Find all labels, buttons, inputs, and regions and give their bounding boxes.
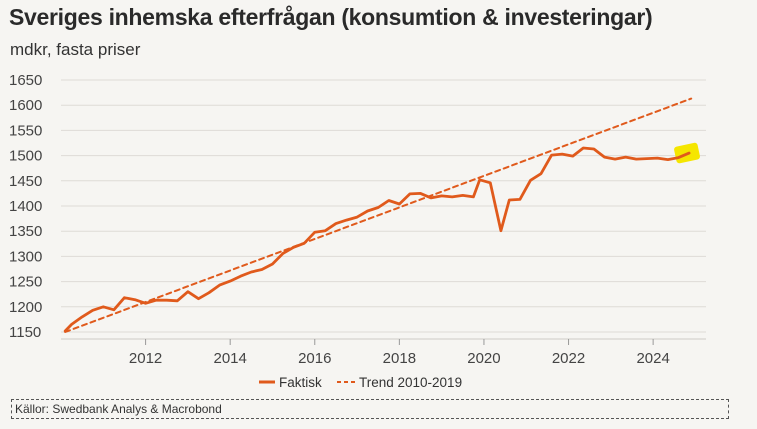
y-tick-label: 1200 [9,299,42,316]
x-tick-label: 2012 [129,350,162,367]
legend-label-trend: Trend 2010-2019 [359,375,462,390]
x-tick-label: 2020 [467,350,500,367]
legend-label-faktisk: Faktisk [279,375,322,390]
series-line-trend [64,97,693,333]
x-tick-label: 2016 [298,350,331,367]
chart-title: Sveriges inhemska efterfrågan (konsumtio… [9,4,653,30]
y-tick-label: 1600 [9,97,42,114]
y-tick-label: 1500 [9,148,42,165]
x-tick-label: 2018 [383,350,416,367]
source-note: Källor: Swedbank Analys & Macrobond [11,399,729,419]
y-tick-label: 1300 [9,248,42,265]
x-tick-label: 2024 [636,350,669,367]
y-tick-label: 1650 [9,72,42,89]
series-line-faktisk [63,146,691,333]
x-tick-label: 2014 [213,350,246,367]
chart-subtitle: mdkr, fasta priser [10,40,141,59]
y-tick-label: 1400 [9,198,42,215]
x-tick-label: 2022 [552,350,585,367]
y-tick-label: 1350 [9,223,42,240]
y-tick-label: 1550 [9,122,42,139]
y-tick-label: 1450 [9,173,42,190]
y-tick-label: 1250 [9,274,42,291]
y-tick-label: 1150 [9,324,41,341]
